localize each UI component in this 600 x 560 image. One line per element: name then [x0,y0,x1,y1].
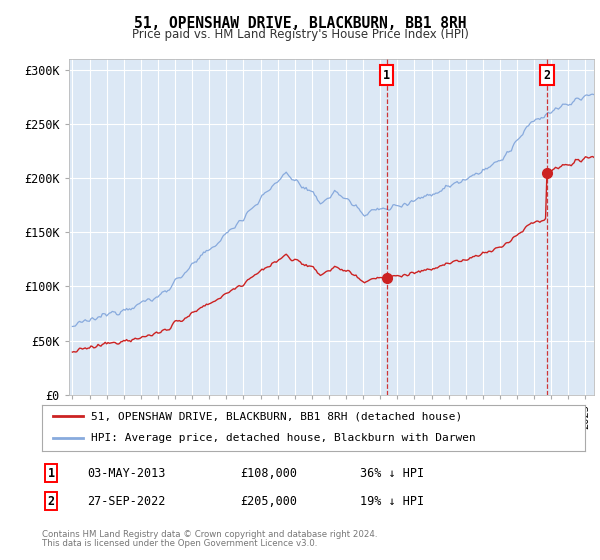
Text: Contains HM Land Registry data © Crown copyright and database right 2024.: Contains HM Land Registry data © Crown c… [42,530,377,539]
Text: 03-MAY-2013: 03-MAY-2013 [87,466,166,480]
Text: 2: 2 [543,68,550,82]
Text: Price paid vs. HM Land Registry's House Price Index (HPI): Price paid vs. HM Land Registry's House … [131,28,469,41]
Text: 51, OPENSHAW DRIVE, BLACKBURN, BB1 8RH (detached house): 51, OPENSHAW DRIVE, BLACKBURN, BB1 8RH (… [91,412,462,421]
Text: £108,000: £108,000 [240,466,297,480]
Text: £205,000: £205,000 [240,494,297,508]
Text: 2: 2 [47,494,55,508]
Text: 19% ↓ HPI: 19% ↓ HPI [360,494,424,508]
Text: HPI: Average price, detached house, Blackburn with Darwen: HPI: Average price, detached house, Blac… [91,433,476,443]
Text: 51, OPENSHAW DRIVE, BLACKBURN, BB1 8RH: 51, OPENSHAW DRIVE, BLACKBURN, BB1 8RH [134,16,466,31]
Text: 27-SEP-2022: 27-SEP-2022 [87,494,166,508]
Text: 1: 1 [47,466,55,480]
Text: 36% ↓ HPI: 36% ↓ HPI [360,466,424,480]
Text: 1: 1 [383,68,390,82]
Text: This data is licensed under the Open Government Licence v3.0.: This data is licensed under the Open Gov… [42,539,317,548]
